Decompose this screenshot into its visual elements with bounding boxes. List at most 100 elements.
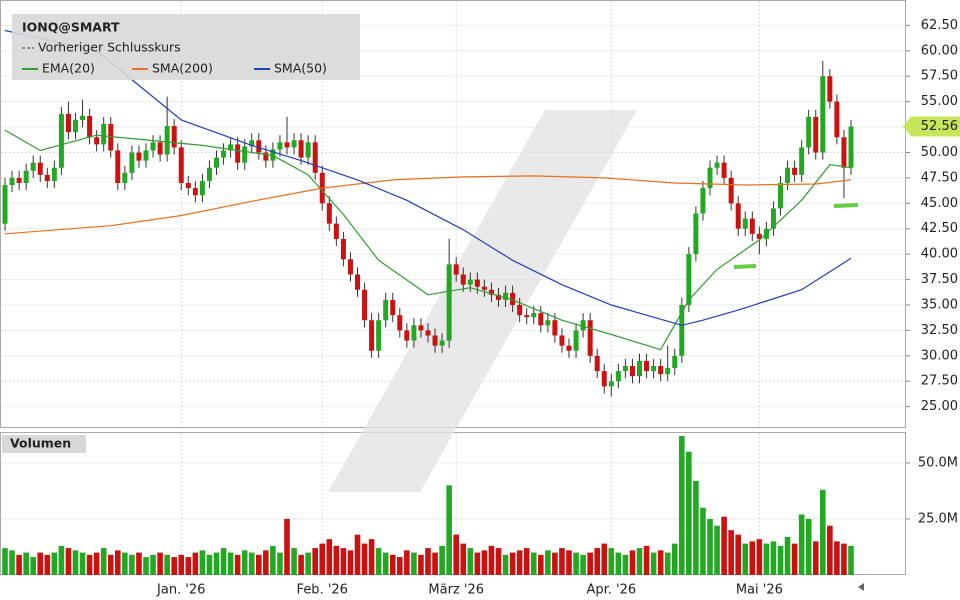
candle-body xyxy=(284,142,290,148)
candle-body xyxy=(432,335,438,346)
candle-body xyxy=(651,365,657,372)
volume-bar xyxy=(735,534,741,575)
volume-bar xyxy=(848,545,854,575)
candle-body xyxy=(411,325,417,341)
volume-bar xyxy=(636,548,643,575)
candle-body xyxy=(601,371,607,387)
volume-bar xyxy=(594,548,600,575)
candle-body xyxy=(256,140,262,153)
candle-body xyxy=(531,313,537,318)
y-tick-label: 30.00 xyxy=(921,348,958,363)
scroll-arrow[interactable] xyxy=(858,583,864,591)
candle-body xyxy=(510,292,516,305)
candle-body xyxy=(221,150,227,158)
candle-body xyxy=(707,167,713,189)
candle-body xyxy=(608,381,614,387)
candle-body xyxy=(376,320,382,351)
volume-bar xyxy=(44,554,51,575)
candle-body xyxy=(263,152,269,161)
volume-bar xyxy=(354,534,361,575)
candle-body xyxy=(545,320,551,326)
volume-bar xyxy=(136,552,142,575)
y-tick-label: 37.50 xyxy=(921,272,958,287)
y2-tick-label: 25.0M xyxy=(918,511,958,526)
candle-body xyxy=(312,142,318,173)
indicator-line xyxy=(4,129,852,351)
volume-bar xyxy=(2,548,8,575)
candle-body xyxy=(192,188,198,196)
y-tick-label: 50.00 xyxy=(921,145,958,160)
volume-bar xyxy=(256,554,262,575)
volume-bar xyxy=(671,543,678,575)
volume-bar xyxy=(707,518,713,575)
y-tick-label: 57.50 xyxy=(921,69,958,84)
candle-body xyxy=(735,203,741,229)
volume-bar xyxy=(143,557,149,575)
candle-body xyxy=(756,233,762,239)
candle-body xyxy=(714,162,720,168)
volume-bar xyxy=(312,548,318,575)
candle-body xyxy=(693,213,699,255)
candle-body xyxy=(439,340,445,346)
volume-bar xyxy=(601,543,608,575)
legend-label: EMA(20) xyxy=(42,61,95,76)
volume-bar xyxy=(333,545,340,575)
volume-bar xyxy=(756,539,763,575)
volume-bar xyxy=(270,545,276,575)
candle-body xyxy=(566,345,572,351)
y-tick-label: 45.00 xyxy=(921,196,958,211)
candle-body xyxy=(383,299,389,321)
volume-bar xyxy=(693,480,699,575)
volume-bar xyxy=(9,550,15,575)
candle-body xyxy=(841,137,847,168)
volume-bar xyxy=(58,545,65,575)
volume-bar xyxy=(777,545,784,575)
candle-body xyxy=(58,113,64,168)
y-tick-label: 32.50 xyxy=(921,323,958,338)
candle-body xyxy=(425,330,431,336)
candle-body xyxy=(298,140,304,158)
volume-bar xyxy=(347,550,354,575)
volume-bar xyxy=(650,552,657,575)
volume-bar xyxy=(629,550,636,575)
candle-body xyxy=(150,142,156,151)
candle-body xyxy=(488,289,494,295)
volume-bar xyxy=(340,548,347,575)
volume-bar xyxy=(93,552,100,575)
volume-bar xyxy=(728,530,734,575)
volume-bar xyxy=(389,554,396,575)
candle-body xyxy=(291,140,297,148)
candle-body xyxy=(185,182,191,189)
legend-label: SMA(200) xyxy=(152,61,213,76)
candle-body xyxy=(686,254,692,305)
candle-body xyxy=(122,172,128,183)
volume-bar xyxy=(185,557,192,575)
volume-bar xyxy=(16,554,22,575)
volume-bar xyxy=(291,548,297,575)
y2-tick-label: 50.0M xyxy=(918,455,958,470)
candle-body xyxy=(305,142,311,158)
volume-bar xyxy=(171,557,177,575)
volume-bar xyxy=(791,543,798,575)
volume-bar xyxy=(615,552,622,575)
volume-bar xyxy=(30,557,36,575)
legend-box xyxy=(12,14,360,80)
volume-bar xyxy=(714,525,720,575)
volume-bar xyxy=(375,548,382,575)
candle-body xyxy=(404,330,410,341)
volume-bar xyxy=(545,550,551,575)
alert-marker xyxy=(733,264,757,269)
volume-bar xyxy=(559,548,565,575)
candle-body xyxy=(559,335,565,346)
candle-body xyxy=(587,320,593,356)
candle-body xyxy=(679,304,685,356)
volume-bar xyxy=(129,554,135,575)
volume-bar xyxy=(749,541,756,575)
candle-body xyxy=(496,294,501,300)
candle-body xyxy=(108,124,114,151)
candle-body xyxy=(16,177,22,183)
volume-bar xyxy=(206,554,213,575)
volume-bar xyxy=(107,554,114,575)
volume-bar xyxy=(86,554,93,575)
volume-bar xyxy=(467,548,474,575)
